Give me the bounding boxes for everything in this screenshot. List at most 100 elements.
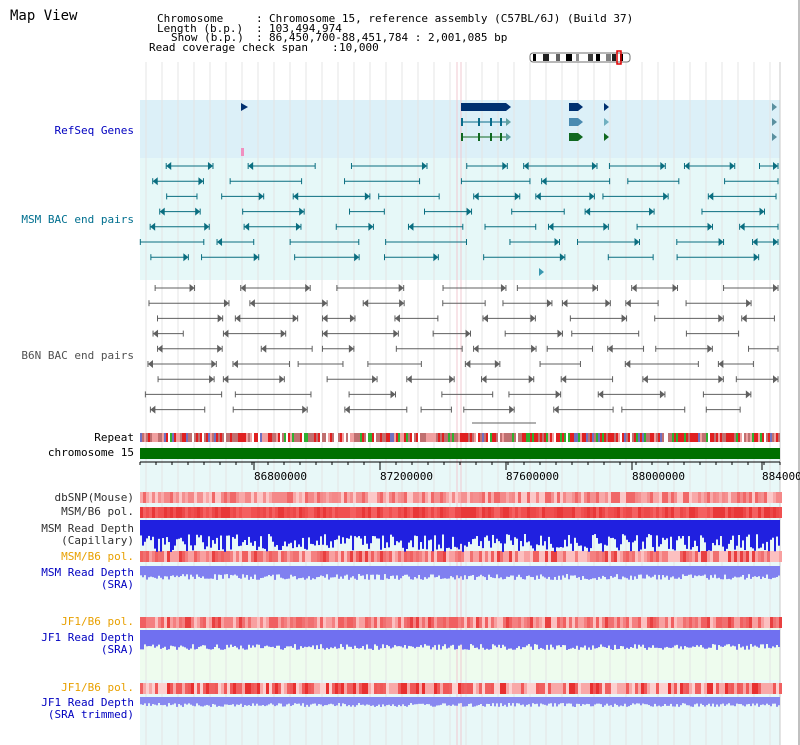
bac-arrow xyxy=(718,375,724,384)
jf1-pol-cell xyxy=(572,617,575,628)
jf1-trim-depth-bar xyxy=(758,697,760,707)
jf1-pol-cell xyxy=(602,617,605,628)
msm-pol-cell xyxy=(548,507,551,518)
ideogram-band xyxy=(556,54,560,61)
msm-cap-depth-bar xyxy=(470,520,472,545)
jf1-pol-trim-cell xyxy=(272,683,275,694)
msm-cap-depth-bar xyxy=(714,520,716,546)
jf1-pol-cell xyxy=(746,617,749,628)
msm-cap-depth-bar xyxy=(684,520,686,545)
position-axis: 86800000 87200000 87600000 88000000 884000 xyxy=(139,461,800,483)
msm-sra-depth-bar xyxy=(682,566,684,575)
msm-pol-sra-cell xyxy=(536,551,539,562)
msm-pol-sra-cell xyxy=(422,551,425,562)
repeat-segment xyxy=(778,433,780,442)
msm-sra-depth-bar xyxy=(452,566,454,578)
jf1-pol-cell xyxy=(152,617,155,628)
ideogram-band xyxy=(533,54,536,61)
msm-cap-depth-bar xyxy=(268,520,270,535)
msm-pol-cell xyxy=(491,507,494,518)
repeat-segment xyxy=(228,433,230,442)
msm-pol-sra-cell xyxy=(527,551,530,562)
bac-arrow xyxy=(625,360,631,368)
jf1-pol-trim-cell xyxy=(776,683,779,694)
repeat-segment xyxy=(348,433,350,442)
msm-cap-depth-bar xyxy=(198,520,200,538)
msm-sra-depth-bar xyxy=(178,566,180,578)
msm-cap-depth-bar xyxy=(246,520,248,545)
jf1-pol-cell xyxy=(212,617,215,628)
jf1-pol-trim-cell xyxy=(236,683,239,694)
msm-pol-sra-cell xyxy=(437,551,440,562)
dbsnp-cell xyxy=(674,492,677,503)
jf1-trim-depth-bar xyxy=(552,697,554,707)
dbsnp-cell xyxy=(260,492,263,503)
jf1-depth-bar xyxy=(706,630,708,649)
msm-sra-depth-bar xyxy=(550,566,552,580)
msm-pol-sra-cell xyxy=(248,551,251,562)
msm-sra-depth-bar xyxy=(758,566,760,577)
jf1-depth-bar xyxy=(532,630,534,650)
msm-cap-depth-bar xyxy=(202,520,204,543)
jf1-pol-trim-cell xyxy=(167,683,170,694)
bac-arrow xyxy=(390,390,396,399)
dbsnp-cell xyxy=(680,492,683,503)
jf1-pol-cell xyxy=(476,617,479,628)
jf1-pol-cell xyxy=(362,617,365,628)
jf1-trim-depth-bar xyxy=(770,697,772,707)
jf1-pol-cell xyxy=(587,617,590,628)
msm-cap-depth-bar xyxy=(316,520,318,541)
dbsnp-cell xyxy=(773,492,776,503)
repeat-segment xyxy=(764,433,766,442)
msm-sra-depth-bar xyxy=(430,566,432,575)
dbsnp-cell xyxy=(155,492,158,503)
repeat-segment xyxy=(724,433,726,442)
jf1-depth-bar xyxy=(746,630,748,646)
msm-cap-depth-bar xyxy=(762,520,764,544)
repeat-segment xyxy=(740,433,742,442)
jf1-pol-trim-cell xyxy=(290,683,293,694)
msm-pol-sra-cell xyxy=(683,551,686,562)
msm-sra-depth-bar xyxy=(404,566,406,575)
msm-pol-sra-cell xyxy=(371,551,374,562)
msm-cap-depth-bar xyxy=(382,520,384,536)
jf1-pol-cell xyxy=(245,617,248,628)
repeat-segment xyxy=(686,433,688,442)
repeat-segment xyxy=(706,433,708,442)
dbsnp-cell xyxy=(416,492,419,503)
repeat-segment xyxy=(310,433,312,442)
bac-arrow xyxy=(258,192,264,201)
msm-cap-depth-bar xyxy=(562,520,564,548)
msm-cap-depth-bar xyxy=(614,520,616,540)
msm-cap-depth-bar xyxy=(518,520,520,551)
jf1-track-bg xyxy=(140,620,780,680)
jf1-pol-trim-cell xyxy=(542,683,545,694)
msm-sra-depth-bar xyxy=(364,566,366,580)
msm-cap-depth-bar xyxy=(584,520,586,547)
repeat-segment xyxy=(492,433,494,442)
jf1-trim-depth-bar xyxy=(158,697,160,704)
msm-cap-depth-bar xyxy=(732,520,734,536)
msm-cap-depth-bar xyxy=(430,520,432,540)
bac-arrow xyxy=(523,162,529,170)
jf1-depth-bar xyxy=(300,630,302,647)
msm-cap-depth-bar xyxy=(492,520,494,535)
msm-pol-sra-cell xyxy=(143,551,146,562)
jf1-depth-bar xyxy=(362,630,364,647)
dbsnp-cell xyxy=(218,492,221,503)
jf1-trim-depth-bar xyxy=(356,697,358,706)
jf1-pol-cell xyxy=(731,617,734,628)
repeat-segment xyxy=(238,433,240,442)
repeat-segment xyxy=(494,433,496,442)
jf1-trim-depth-bar xyxy=(302,697,304,704)
msm-sra-depth-bar xyxy=(190,566,192,575)
jf1-pol-cell xyxy=(296,617,299,628)
msm-pol-sra-cell xyxy=(356,551,359,562)
msm-cap-depth-bar xyxy=(260,520,262,537)
msm-sra-depth-bar xyxy=(546,566,548,579)
msm-pol-cell xyxy=(647,507,650,518)
bac-arrow xyxy=(198,177,204,186)
msm-sra-depth-bar xyxy=(448,566,450,579)
jf1-depth-bar xyxy=(446,630,448,649)
